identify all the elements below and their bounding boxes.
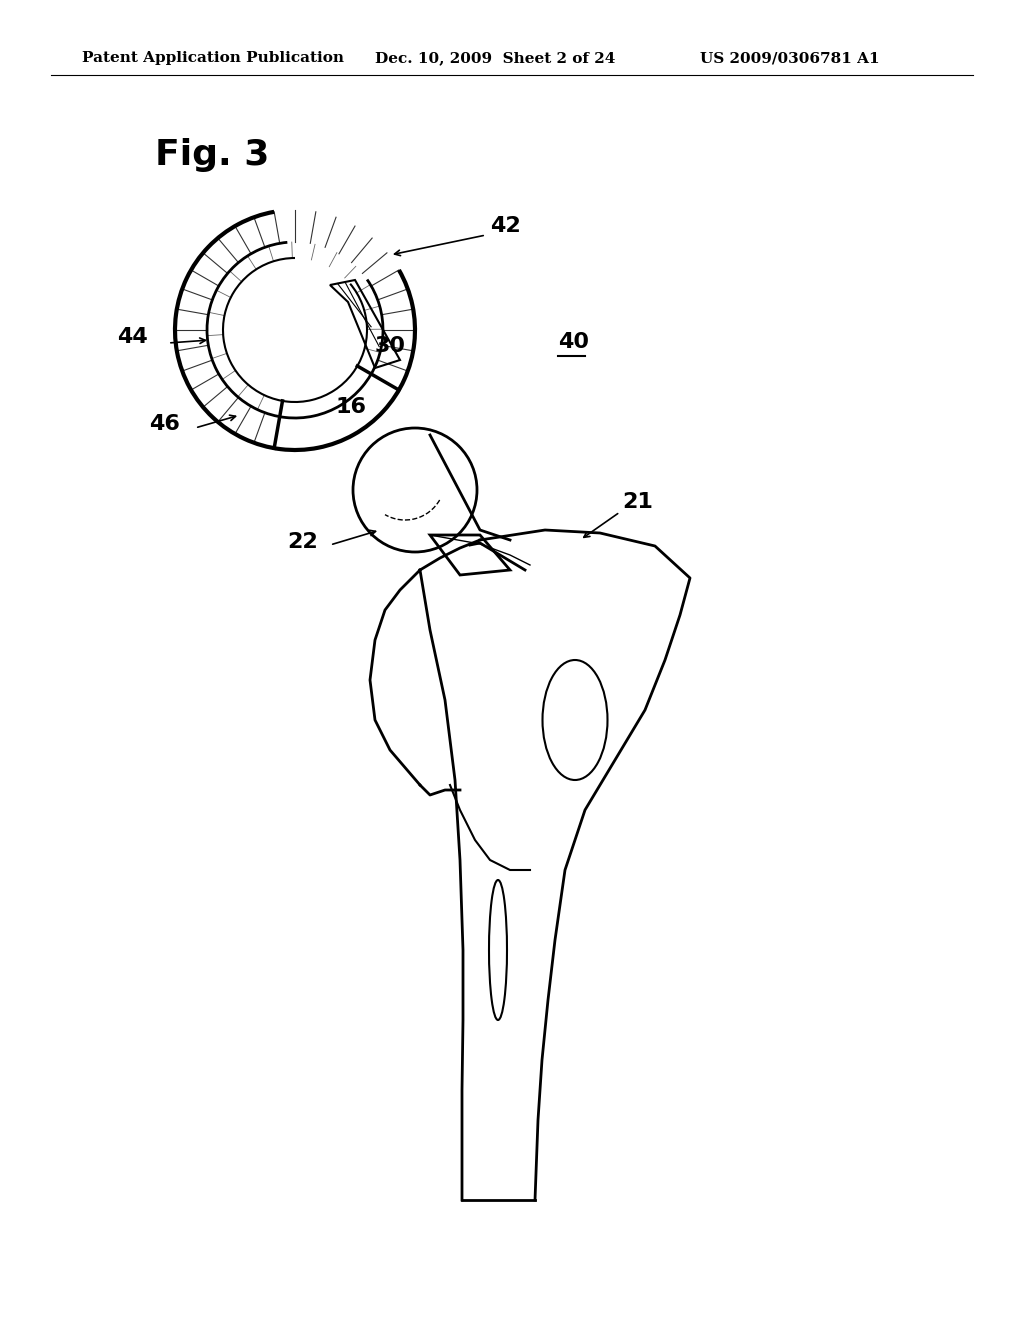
Text: 40: 40 bbox=[558, 333, 589, 352]
Text: 22: 22 bbox=[288, 532, 318, 552]
Text: 44: 44 bbox=[118, 327, 148, 347]
Text: 21: 21 bbox=[622, 492, 653, 512]
Text: 42: 42 bbox=[490, 216, 521, 236]
Text: 46: 46 bbox=[150, 414, 180, 434]
Text: 16: 16 bbox=[335, 397, 366, 417]
Text: Dec. 10, 2009  Sheet 2 of 24: Dec. 10, 2009 Sheet 2 of 24 bbox=[375, 51, 615, 65]
Text: US 2009/0306781 A1: US 2009/0306781 A1 bbox=[700, 51, 880, 65]
Text: 30: 30 bbox=[375, 337, 406, 356]
Text: Fig. 3: Fig. 3 bbox=[155, 139, 269, 172]
Text: Patent Application Publication: Patent Application Publication bbox=[82, 51, 344, 65]
